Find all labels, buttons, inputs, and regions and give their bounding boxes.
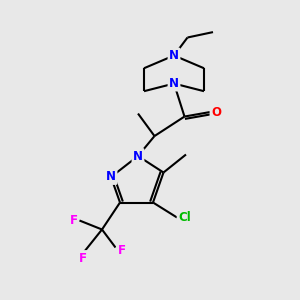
Text: Cl: Cl — [178, 211, 191, 224]
Text: F: F — [79, 251, 86, 265]
Text: N: N — [133, 149, 143, 163]
Text: F: F — [118, 244, 125, 257]
Text: N: N — [106, 170, 116, 184]
Text: O: O — [211, 106, 221, 118]
Text: N: N — [169, 77, 179, 90]
Text: F: F — [70, 214, 77, 227]
Text: N: N — [169, 49, 179, 62]
